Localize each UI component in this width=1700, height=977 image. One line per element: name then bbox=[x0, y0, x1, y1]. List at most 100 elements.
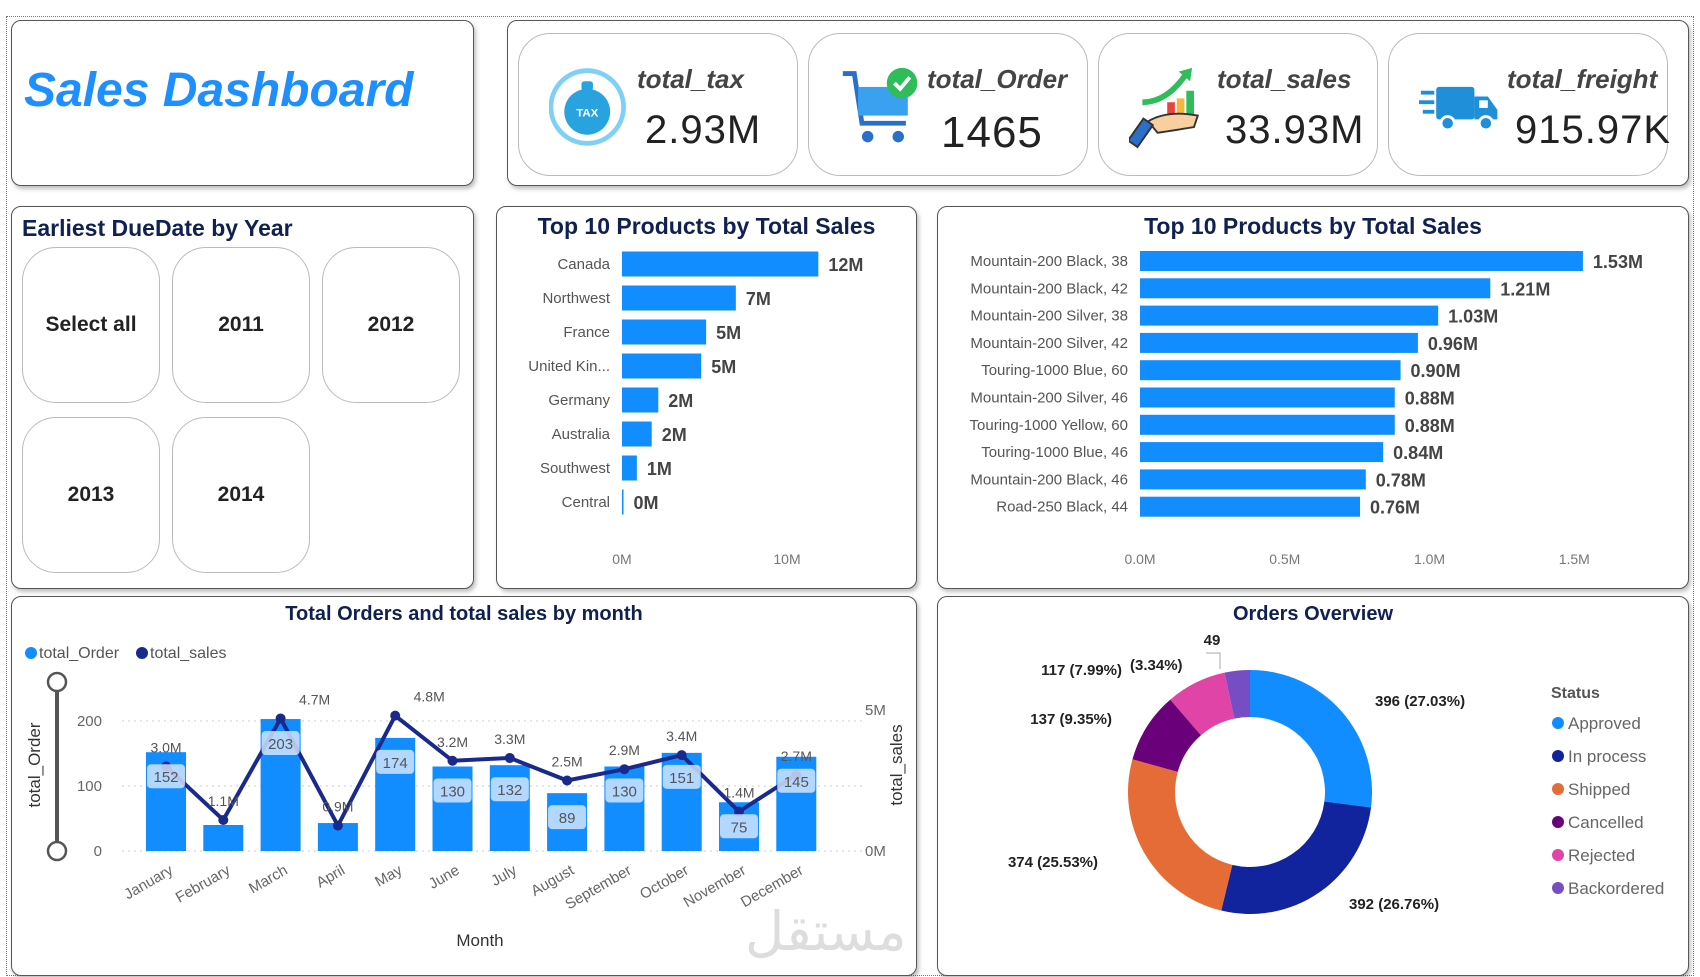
category-label: Road-250 Black, 44 bbox=[996, 499, 1128, 516]
slicer-option-2012[interactable]: 2012 bbox=[322, 247, 460, 403]
slicer-option-2013[interactable]: 2013 bbox=[22, 417, 160, 573]
product-sales-chart: Top 10 Products by Total Sales Mountain-… bbox=[937, 206, 1689, 589]
x-tick-label: 0.5M bbox=[1269, 551, 1300, 567]
slicer-option-2014[interactable]: 2014 bbox=[172, 417, 310, 573]
chart-title: Top 10 Products by Total Sales bbox=[537, 213, 876, 239]
data-label: 0.76M bbox=[1370, 498, 1420, 518]
order-data-label: 203 bbox=[268, 736, 293, 753]
bar-chart-svg: Mountain-200 Black, 38 1.53M Mountain-200 … bbox=[970, 251, 1643, 567]
category-label: Touring-1000 Blue, 46 bbox=[981, 444, 1128, 461]
legend-label: In process bbox=[1568, 747, 1646, 766]
data-label: 1.53M bbox=[1593, 252, 1643, 272]
data-label: 5M bbox=[716, 323, 741, 343]
category-label: Northwest bbox=[542, 290, 610, 307]
category-label: Australia bbox=[552, 426, 611, 443]
kpi-label: total_tax bbox=[637, 64, 744, 94]
orders-overview-chart: Orders Overview 396 (27.03%) 392 (26.76%)… bbox=[937, 596, 1689, 976]
kpi-card-total-freight[interactable]: total_freight 915.97K bbox=[1388, 33, 1672, 176]
legend-marker bbox=[1552, 717, 1564, 729]
category-label: United Kin... bbox=[528, 358, 610, 375]
data-label: 0.88M bbox=[1405, 416, 1455, 436]
svg-text:TAX: TAX bbox=[576, 108, 598, 120]
kpi-label: total_sales bbox=[1217, 64, 1352, 94]
watermark-logo: مستقل bbox=[745, 900, 907, 963]
legend-label: Backordered bbox=[1568, 879, 1664, 898]
leader-line bbox=[1206, 652, 1221, 669]
order-data-label: 174 bbox=[383, 755, 408, 772]
donut-data-label: 49 bbox=[1204, 632, 1221, 649]
x-tick-label: March bbox=[246, 862, 291, 898]
order-data-label: 89 bbox=[559, 810, 576, 827]
line-point bbox=[447, 755, 458, 766]
donut-slice bbox=[1128, 759, 1233, 911]
kpi-card-total-tax[interactable]: TAX total_tax 2.93M bbox=[518, 33, 798, 176]
category-label: Mountain-200 Black, 46 bbox=[970, 471, 1128, 488]
sales-data-label: 2.9M bbox=[609, 742, 640, 758]
category-label: Mountain-200 Silver, 46 bbox=[970, 390, 1128, 407]
donut-data-label: (3.34%) bbox=[1130, 657, 1183, 674]
x-tick-label: May bbox=[372, 861, 405, 890]
donut-slice bbox=[1170, 672, 1235, 736]
bar bbox=[622, 319, 707, 345]
bar bbox=[1140, 305, 1439, 326]
line-point bbox=[504, 752, 515, 763]
line-point bbox=[332, 820, 343, 831]
sales-data-label: 2.7M bbox=[781, 748, 812, 764]
year-slicer: Earliest DueDate by Year Select all 2011… bbox=[11, 206, 474, 589]
category-label: Touring-1000 Yellow, 60 bbox=[970, 417, 1128, 434]
y-tick-label: 100 bbox=[77, 778, 102, 795]
chart-title: Orders Overview bbox=[1232, 603, 1394, 625]
bar bbox=[1140, 496, 1361, 517]
data-label: 1.03M bbox=[1448, 307, 1498, 327]
category-label: Germany bbox=[548, 392, 610, 409]
page-title: Sales Dashboard bbox=[24, 64, 414, 117]
tax-bag-icon: TAX bbox=[549, 68, 626, 146]
donut-chart-svg: 396 (27.03%) 392 (26.76%) 374 (25.53%) 137 … bbox=[1008, 632, 1664, 914]
legend-marker bbox=[1552, 783, 1564, 795]
x-tick-label: 10M bbox=[773, 551, 800, 567]
kpi-card-total-order[interactable]: total_Order 1465 bbox=[808, 33, 1088, 176]
legend-label: Rejected bbox=[1568, 846, 1635, 865]
bar bbox=[1140, 469, 1366, 490]
line-point bbox=[218, 814, 229, 825]
y-tick-label: 200 bbox=[77, 713, 102, 730]
kpi-value: 1465 bbox=[941, 108, 1043, 157]
category-label: Mountain-200 Black, 38 bbox=[970, 253, 1128, 270]
order-data-label: 151 bbox=[669, 770, 694, 787]
data-label: 1M bbox=[647, 459, 672, 479]
kpi-card-total-sales[interactable]: total_sales 33.93M bbox=[1098, 33, 1378, 176]
order-data-label: 130 bbox=[612, 784, 637, 801]
bar bbox=[1140, 278, 1491, 299]
slicer-title: Earliest DueDate by Year bbox=[22, 215, 293, 241]
x-tick-label: 0M bbox=[612, 551, 631, 567]
data-label: 7M bbox=[746, 289, 771, 309]
data-label: 2M bbox=[662, 425, 687, 445]
order-data-label: 75 bbox=[731, 819, 748, 836]
bar bbox=[1140, 360, 1401, 381]
order-data-label: 152 bbox=[153, 769, 178, 786]
order-label-bg bbox=[261, 731, 300, 756]
order-label-bg bbox=[433, 778, 472, 803]
zoom-slider-handle bbox=[46, 840, 68, 862]
slicer-option-select-all[interactable]: Select all bbox=[22, 247, 160, 403]
y-tick-label: 0 bbox=[94, 843, 102, 860]
sales-data-label: 1.4M bbox=[723, 785, 754, 801]
order-label-bg bbox=[490, 777, 529, 802]
hand-growth-chart-icon bbox=[1129, 67, 1200, 149]
kpi-value: 915.97K bbox=[1515, 108, 1672, 152]
line-point bbox=[390, 710, 401, 721]
monthly-orders-sales-chart: Total Orders and total sales by month 0 1… bbox=[11, 596, 917, 976]
bar bbox=[622, 353, 702, 379]
x-tick-label: April bbox=[313, 862, 347, 892]
sales-data-label: 3.3M bbox=[494, 731, 525, 747]
line-point bbox=[734, 806, 744, 817]
sales-data-label: 4.7M bbox=[299, 691, 330, 707]
bar bbox=[622, 387, 659, 413]
sales-data-label: 4.8M bbox=[414, 689, 445, 705]
chart-title: Total Orders and total sales by month bbox=[285, 603, 643, 625]
slicer-option-2011[interactable]: 2011 bbox=[172, 247, 310, 403]
title-card: Sales Dashboard bbox=[11, 20, 474, 186]
data-label: 0.90M bbox=[1411, 361, 1461, 381]
order-data-label: 132 bbox=[497, 782, 522, 799]
bar bbox=[622, 421, 652, 447]
